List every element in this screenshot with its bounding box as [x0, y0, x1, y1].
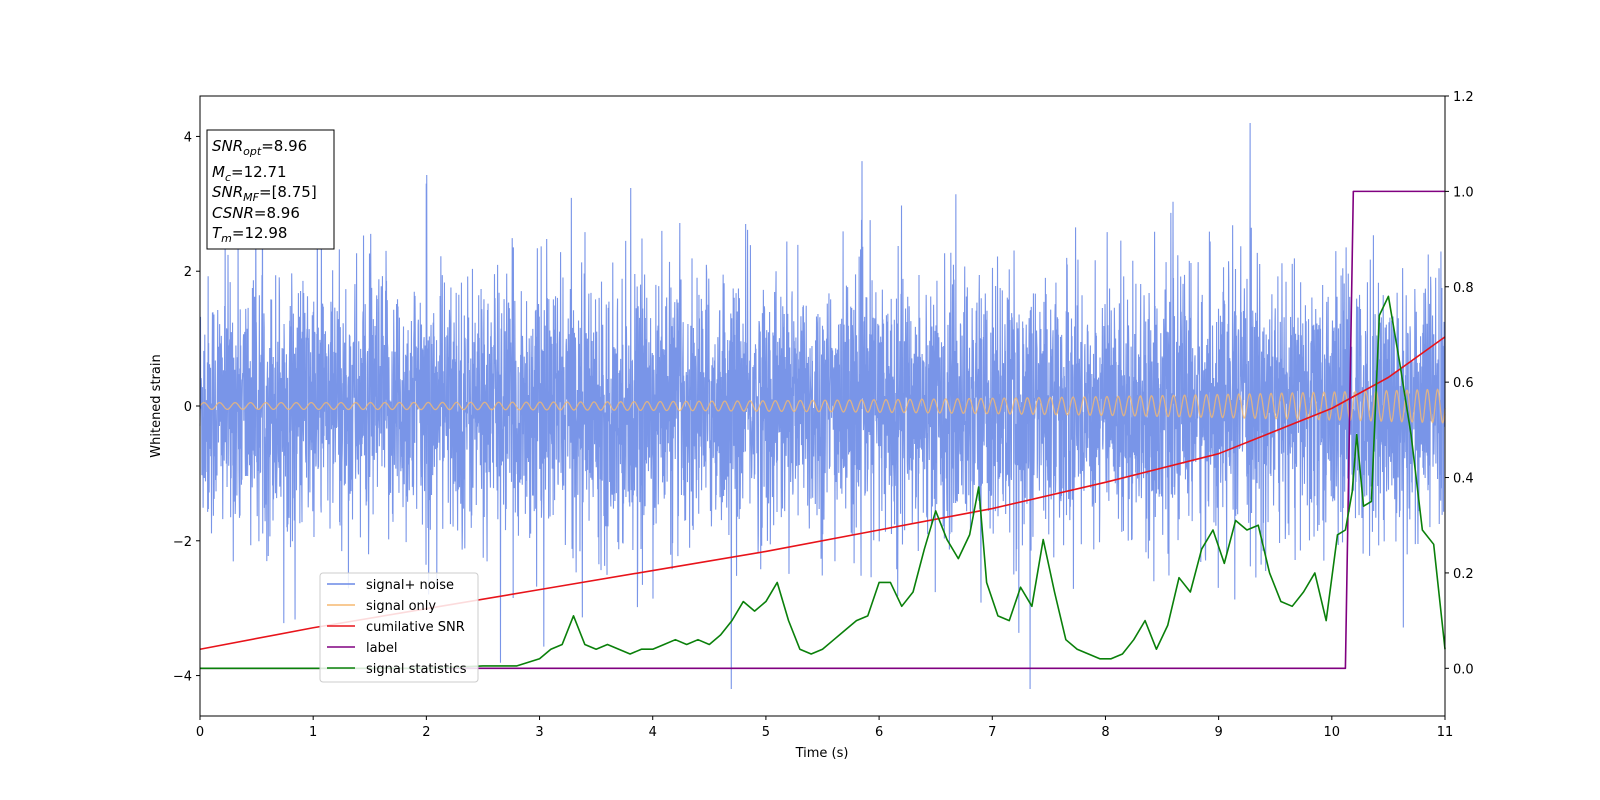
x-tick-label: 5 — [762, 725, 770, 740]
y-right-tick-label: 0.4 — [1453, 472, 1474, 487]
x-tick-label: 8 — [1101, 725, 1109, 740]
y-right-tick-label: 0.0 — [1453, 662, 1474, 677]
legend-frame — [319, 572, 479, 683]
x-tick-label: 4 — [649, 725, 657, 740]
y-right-tick-label: 0.2 — [1453, 567, 1474, 582]
legend-label-cumulative-snr: cumilative SNR — [366, 620, 465, 635]
legend-label-label: label — [366, 641, 397, 656]
y-left-tick-label: 2 — [184, 265, 192, 280]
x-tick-label: 9 — [1214, 725, 1222, 740]
x-axis-label: Time (s) — [795, 746, 849, 761]
legend-label-signal-noise: signal+ noise — [366, 578, 454, 593]
info-snr-mf: SNRMF=[8.75] — [212, 183, 317, 204]
info-box-frame — [206, 129, 335, 250]
x-tick-label: 2 — [422, 725, 430, 740]
info-tm: Tm=12.98 — [212, 224, 287, 245]
series-label — [200, 190, 1445, 670]
y-axis-label: Whitened strain — [149, 354, 164, 457]
x-tick-label: 1 — [309, 725, 317, 740]
x-tick-label: 6 — [875, 725, 883, 740]
y-left-tick-label: −4 — [173, 670, 192, 685]
x-tick-label: 3 — [535, 725, 543, 740]
x-tick-label: 11 — [1437, 725, 1454, 740]
series-signal-statistics — [200, 295, 1446, 670]
y-left-tick-label: −2 — [173, 535, 192, 550]
info-csnr: CSNR=8.96 — [212, 204, 300, 222]
y-right-tick-label: 0.6 — [1453, 376, 1474, 391]
y-right-tick-label: 1.2 — [1453, 90, 1474, 105]
legend: signal+ noise signal only cumilative SNR… — [319, 572, 479, 683]
x-tick-label: 7 — [988, 725, 996, 740]
axes-ticks: 0 1 2 3 4 5 6 7 8 9 10 11 −4 −2 0 2 4 0.0 0.2 0.4 0.6 0.8 1.0 1… — [173, 90, 1474, 740]
info-snr-opt: SNRopt=8.96 — [212, 137, 307, 158]
legend-label-signal-only: signal only — [366, 599, 436, 614]
x-tick-label: 10 — [1324, 725, 1341, 740]
legend-label-signal-statistics: signal statistics — [366, 662, 467, 677]
y-right-tick-label: 1.0 — [1453, 185, 1474, 200]
x-tick-label: 0 — [196, 725, 204, 740]
info-box: SNRopt=8.96 Mc=12.71 SNRMF=[8.75] CSNR=8… — [206, 129, 335, 250]
info-mc: Mc=12.71 — [212, 163, 287, 184]
y-left-tick-label: 4 — [184, 130, 192, 145]
y-left-tick-label: 0 — [184, 400, 192, 415]
y-right-tick-label: 0.8 — [1453, 281, 1474, 296]
series-signal-only — [199, 388, 1446, 424]
series-signal-noise — [199, 122, 1446, 690]
